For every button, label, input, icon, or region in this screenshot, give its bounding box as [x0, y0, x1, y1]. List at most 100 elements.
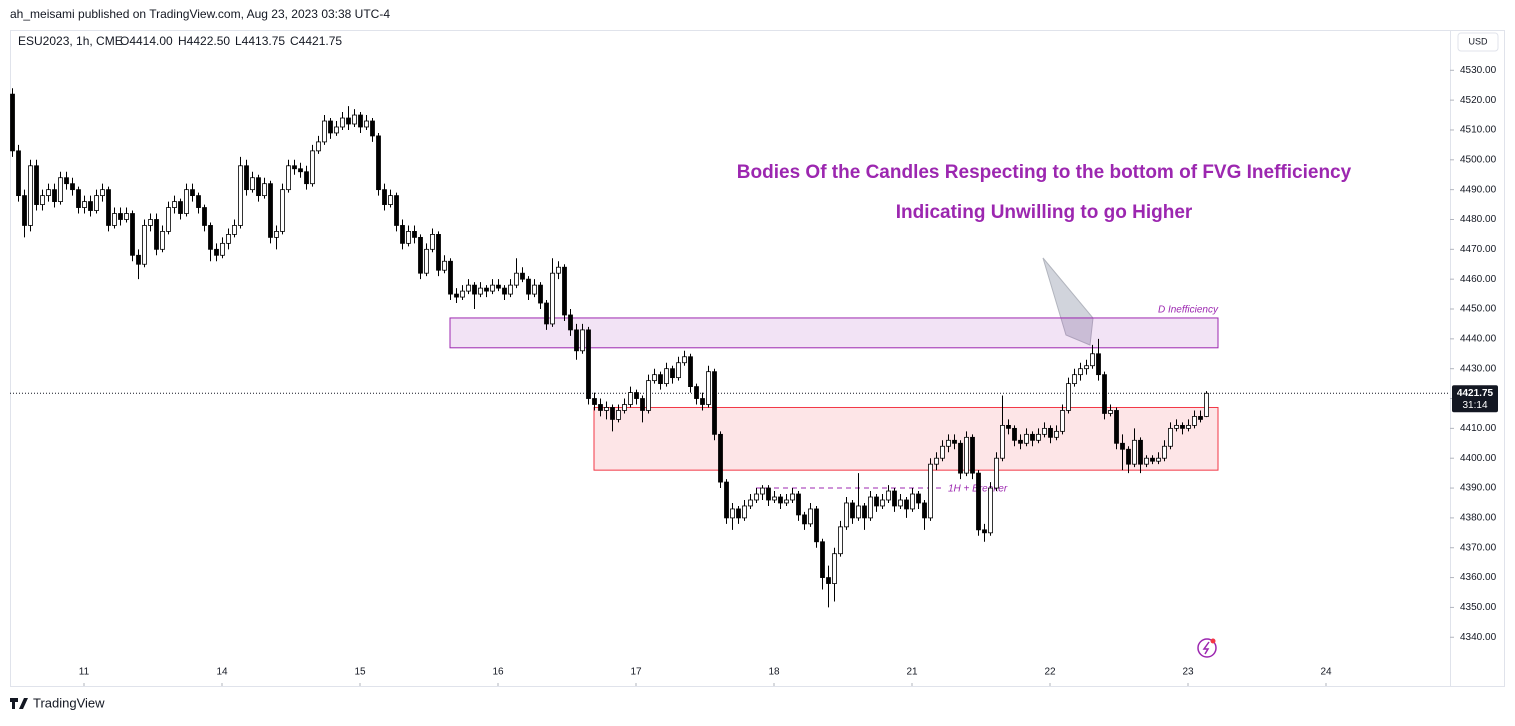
candle-body — [640, 398, 645, 411]
candle-body — [262, 183, 267, 197]
candle-body — [634, 392, 639, 399]
candle-body — [538, 284, 543, 304]
candle-body — [1000, 424, 1005, 459]
candle-body — [982, 529, 987, 534]
candle-body — [388, 195, 393, 205]
candle-body — [292, 165, 297, 170]
x-tick-label: 11 — [79, 667, 90, 678]
candle-body — [364, 120, 369, 128]
candle-body — [220, 242, 225, 256]
candle-body — [724, 481, 729, 519]
candle-body — [712, 371, 717, 435]
candle-body — [1144, 457, 1149, 465]
x-tick-label: 16 — [492, 667, 504, 678]
candle-body — [382, 189, 387, 205]
candle-body — [916, 493, 921, 504]
y-tick-label: 4350.00 — [1460, 602, 1497, 613]
candle-body — [454, 293, 459, 298]
candle-body — [850, 502, 855, 519]
candle-body — [898, 499, 903, 507]
candle-body — [676, 362, 681, 379]
zone-label: D Inefficiency — [1158, 305, 1219, 316]
candle-body — [586, 329, 591, 399]
candle-body — [1150, 457, 1155, 462]
y-tick-label: 4520.00 — [1460, 95, 1497, 106]
candle-body — [1054, 430, 1059, 438]
candle-body — [844, 502, 849, 528]
candle-body — [136, 254, 141, 265]
candle-body — [34, 165, 39, 205]
candle-body — [118, 213, 123, 220]
candle-body — [892, 490, 897, 507]
y-tick-label: 4400.00 — [1460, 453, 1497, 464]
candle-body — [160, 231, 165, 250]
candle-body — [604, 407, 609, 411]
candle-body — [532, 284, 537, 295]
candle-body — [316, 141, 321, 152]
candle-body — [526, 278, 531, 295]
candle-body — [820, 541, 825, 578]
candle-body — [1120, 442, 1125, 450]
candle-body — [688, 356, 693, 387]
candle-body — [328, 120, 333, 134]
candle-body — [970, 436, 975, 474]
candle-body — [598, 404, 603, 411]
candle-body — [406, 231, 411, 244]
candle-body — [694, 386, 699, 399]
candle-body — [760, 487, 765, 495]
x-tick-label: 24 — [1320, 667, 1332, 678]
currency-button[interactable] — [1457, 32, 1499, 52]
candle-body — [88, 201, 93, 211]
candle-body — [754, 493, 759, 501]
candle-body — [1072, 374, 1077, 385]
candle-body — [184, 189, 189, 214]
candle-body — [1024, 433, 1029, 444]
candle-body — [268, 183, 273, 238]
candle-body — [814, 508, 819, 543]
x-tick-label: 15 — [354, 667, 366, 678]
candle-body — [1042, 427, 1047, 435]
candle-body — [988, 487, 993, 534]
candle-body — [1138, 439, 1143, 465]
candle-body — [496, 284, 501, 289]
candle-body — [784, 499, 789, 504]
candle-body — [880, 499, 885, 507]
candle-body — [700, 398, 705, 405]
candle-body — [130, 213, 135, 256]
candle-body — [64, 177, 69, 185]
currency: USD — [1468, 36, 1488, 46]
candle-body — [1162, 445, 1167, 459]
candle-body — [250, 177, 255, 191]
candle-body — [1108, 410, 1113, 414]
candle-body — [340, 117, 345, 128]
candle-body — [490, 284, 495, 292]
candle-body — [112, 213, 117, 226]
candle-body — [148, 219, 153, 226]
candle-body — [652, 374, 657, 382]
zone — [449, 317, 1219, 349]
candle-body — [430, 234, 435, 250]
candle-body — [202, 207, 207, 226]
candle-body — [370, 120, 375, 137]
brand: TradingView — [10, 695, 105, 710]
candle-body — [1186, 424, 1191, 429]
candle-body — [70, 183, 75, 191]
candle-body — [622, 404, 627, 411]
candle-body — [514, 272, 519, 286]
candle-body — [322, 120, 327, 143]
candle-body — [838, 526, 843, 555]
y-tick-label: 4450.00 — [1460, 304, 1497, 315]
annotation: Bodies Of the Candles Respecting to the … — [737, 162, 1352, 183]
candle-body — [124, 213, 129, 220]
candle-body — [232, 225, 237, 235]
candle-body — [466, 284, 471, 292]
candle-body — [22, 195, 27, 226]
candle-body — [658, 374, 663, 385]
candle-body — [178, 201, 183, 214]
candle-body — [1066, 383, 1071, 411]
candle-body — [82, 201, 87, 208]
last-price-box — [1452, 385, 1498, 413]
annotation-arrow — [1042, 257, 1094, 346]
